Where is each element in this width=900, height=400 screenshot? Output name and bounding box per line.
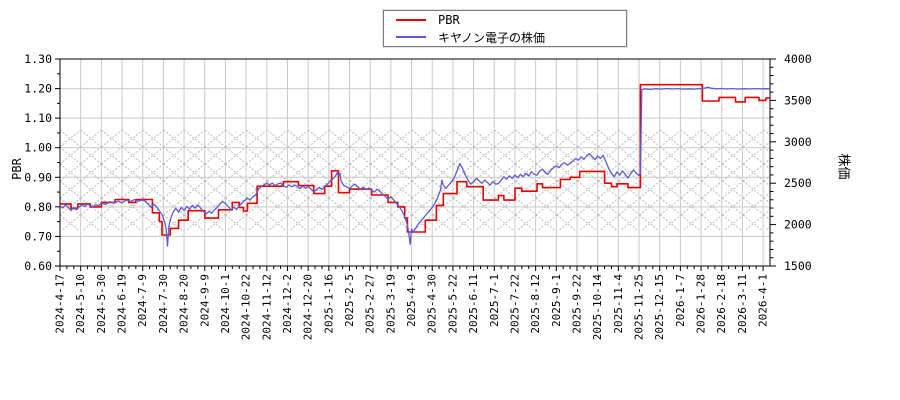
svg-text:0.60: 0.60 [24, 259, 52, 273]
svg-text:2026-2-18: 2026-2-18 [715, 274, 728, 334]
svg-text:2024-5-30: 2024-5-30 [95, 274, 108, 334]
svg-text:2025-11-4: 2025-11-4 [612, 274, 625, 334]
svg-text:2024-12-2: 2024-12-2 [281, 274, 294, 334]
svg-text:2500: 2500 [784, 176, 812, 190]
svg-text:2024-6-19: 2024-6-19 [116, 274, 129, 334]
svg-text:2025-10-14: 2025-10-14 [591, 274, 604, 341]
legend: PBR キヤノン電子の株価 [383, 10, 627, 47]
svg-text:3500: 3500 [784, 93, 812, 107]
svg-text:2024-11-12: 2024-11-12 [260, 274, 273, 340]
svg-text:2025-2-27: 2025-2-27 [364, 274, 377, 334]
svg-text:2024-8-20: 2024-8-20 [178, 274, 191, 334]
svg-text:2025-9-1: 2025-9-1 [550, 274, 563, 327]
svg-text:4000: 4000 [784, 52, 812, 66]
svg-text:2024-4-17: 2024-4-17 [54, 274, 67, 334]
svg-text:1.30: 1.30 [24, 52, 52, 66]
legend-label-pbr: PBR [438, 13, 460, 27]
svg-text:2025-5-22: 2025-5-22 [446, 274, 459, 334]
svg-text:2026-3-11: 2026-3-11 [736, 274, 749, 334]
svg-text:2025-4-30: 2025-4-30 [426, 274, 439, 334]
svg-text:3000: 3000 [784, 135, 812, 149]
svg-text:2025-6-11: 2025-6-11 [467, 274, 480, 334]
svg-text:2025-3-19: 2025-3-19 [384, 274, 397, 334]
svg-text:2025-11-25: 2025-11-25 [633, 274, 646, 340]
svg-text:0.80: 0.80 [24, 200, 52, 214]
y-left-axis-title: PBR [10, 158, 24, 180]
svg-text:2026-1-28: 2026-1-28 [695, 274, 708, 334]
svg-text:2025-4-9: 2025-4-9 [405, 274, 418, 327]
svg-text:2025-7-1: 2025-7-1 [488, 274, 501, 327]
svg-text:2026-4-1: 2026-4-1 [757, 274, 770, 327]
svg-text:1.20: 1.20 [24, 82, 52, 96]
svg-text:2025-12-15: 2025-12-15 [653, 274, 666, 340]
stock-line-swatch-icon [396, 36, 426, 38]
svg-text:1.10: 1.10 [24, 111, 52, 125]
svg-text:2025-7-22: 2025-7-22 [508, 274, 521, 334]
svg-text:0.70: 0.70 [24, 229, 52, 243]
svg-text:2024-10-22: 2024-10-22 [240, 274, 253, 340]
legend-item-stock: キヤノン電子の株価 [396, 30, 626, 45]
svg-text:2024-7-9: 2024-7-9 [136, 274, 149, 327]
svg-text:2026-1-7: 2026-1-7 [674, 274, 687, 327]
svg-text:1.00: 1.00 [24, 141, 52, 155]
svg-text:2025-9-22: 2025-9-22 [570, 274, 583, 334]
svg-text:2025-2-5: 2025-2-5 [343, 274, 356, 327]
svg-text:2024-12-20: 2024-12-20 [302, 274, 315, 340]
svg-text:2024-9-9: 2024-9-9 [198, 274, 211, 327]
y-right-axis-title: 株価 [835, 153, 851, 180]
pbr-line-swatch-icon [396, 19, 426, 21]
svg-text:2024-10-1: 2024-10-1 [219, 274, 232, 334]
svg-text:1500: 1500 [784, 259, 812, 273]
svg-text:2024-5-10: 2024-5-10 [74, 274, 87, 334]
svg-text:0.90: 0.90 [24, 170, 52, 184]
legend-label-stock: キヤノン電子の株価 [438, 30, 546, 45]
svg-text:2024-7-30: 2024-7-30 [157, 274, 170, 334]
svg-text:2000: 2000 [784, 218, 812, 232]
svg-text:2025-1-16: 2025-1-16 [322, 274, 335, 334]
svg-text:2025-8-12: 2025-8-12 [529, 274, 542, 334]
legend-item-pbr: PBR [396, 13, 626, 27]
